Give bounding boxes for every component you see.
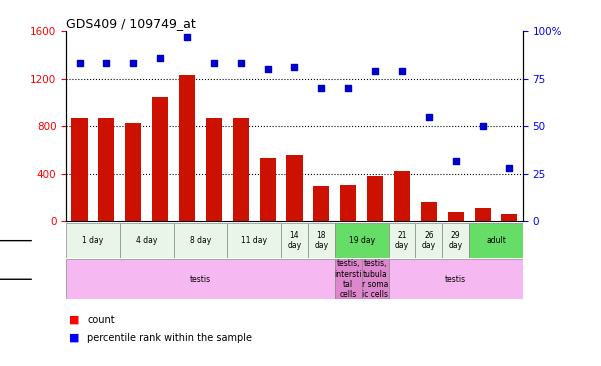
Point: [317, 85, 326, 91]
Bar: [388, 223, 415, 258]
Text: 4 day: 4 day: [136, 236, 157, 245]
Text: GDS409 / 109749_at: GDS409 / 109749_at: [66, 17, 196, 30]
Text: 8 day: 8 day: [190, 236, 211, 245]
Point: [451, 158, 460, 164]
Text: testis: testis: [190, 275, 211, 284]
Bar: [179, 75, 195, 221]
Text: 29
day: 29 day: [448, 231, 463, 250]
Point: [155, 55, 165, 61]
Bar: [260, 158, 276, 221]
Bar: [442, 223, 469, 258]
Bar: [120, 223, 174, 258]
Bar: [174, 223, 227, 258]
Text: 11 day: 11 day: [241, 236, 267, 245]
Bar: [367, 176, 383, 221]
Point: [424, 114, 434, 120]
Text: 26
day: 26 day: [422, 231, 436, 250]
Text: testis,
intersti
tal
cells: testis, intersti tal cells: [335, 259, 362, 299]
Bar: [394, 171, 410, 221]
Text: 21
day: 21 day: [395, 231, 409, 250]
Point: [75, 60, 84, 66]
Bar: [281, 223, 308, 258]
Text: 14
day: 14 day: [287, 231, 302, 250]
Bar: [66, 223, 120, 258]
Text: 1 day: 1 day: [82, 236, 103, 245]
Point: [370, 68, 380, 74]
Point: [209, 60, 219, 66]
Bar: [99, 118, 114, 221]
Bar: [72, 118, 88, 221]
Bar: [335, 259, 362, 299]
Bar: [206, 118, 222, 221]
Text: 18
day: 18 day: [314, 231, 328, 250]
Text: ■: ■: [69, 333, 79, 343]
Point: [343, 85, 353, 91]
Text: ■: ■: [69, 314, 79, 325]
Bar: [313, 186, 329, 221]
Bar: [66, 259, 335, 299]
Point: [263, 66, 272, 72]
Bar: [388, 259, 523, 299]
Point: [290, 64, 299, 70]
Point: [182, 34, 192, 40]
Point: [505, 165, 514, 171]
Point: [102, 60, 111, 66]
Bar: [308, 223, 335, 258]
Bar: [335, 223, 388, 258]
Bar: [448, 212, 464, 221]
Text: adult: adult: [486, 236, 506, 245]
Bar: [340, 185, 356, 221]
Bar: [125, 123, 141, 221]
Text: 19 day: 19 day: [349, 236, 374, 245]
Point: [397, 68, 407, 74]
Text: testis,
tubula
r soma
ic cells: testis, tubula r soma ic cells: [362, 259, 388, 299]
Point: [129, 60, 138, 66]
Bar: [287, 155, 302, 221]
Bar: [475, 208, 490, 221]
Bar: [415, 223, 442, 258]
Bar: [421, 202, 437, 221]
Bar: [152, 97, 168, 221]
Text: count: count: [87, 314, 115, 325]
Bar: [227, 223, 281, 258]
Bar: [469, 223, 523, 258]
Point: [478, 123, 487, 129]
Bar: [233, 118, 249, 221]
Point: [236, 60, 246, 66]
Bar: [362, 259, 388, 299]
Text: testis: testis: [445, 275, 466, 284]
Bar: [501, 214, 517, 221]
Text: percentile rank within the sample: percentile rank within the sample: [87, 333, 252, 343]
